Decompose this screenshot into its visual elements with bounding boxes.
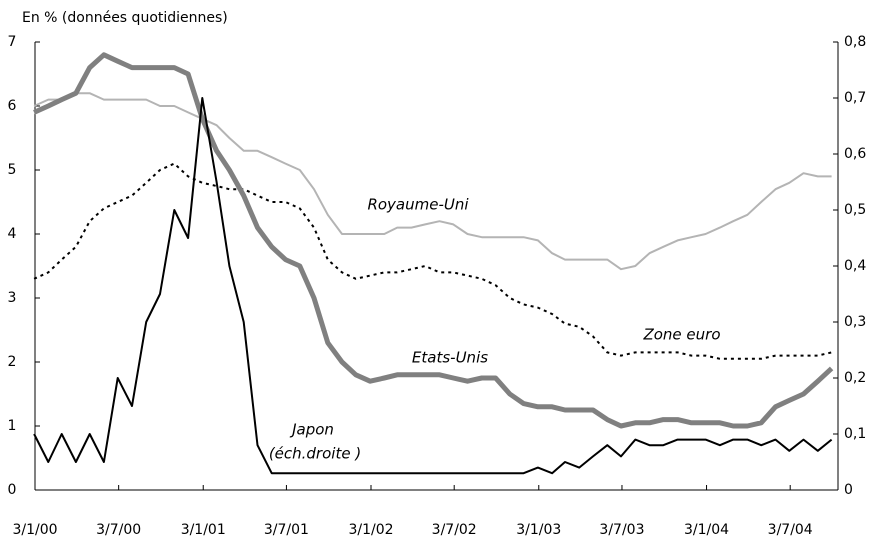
y-tick-label: 2 xyxy=(8,354,17,370)
x-tick-label: 3/7/04 xyxy=(768,522,813,538)
x-tick-label: 3/7/03 xyxy=(599,522,644,538)
y-tick-label: 6 xyxy=(8,98,17,114)
annotation: (éch.droite ) xyxy=(269,445,361,463)
x-tick-label: 3/7/01 xyxy=(264,522,309,538)
x-tick-label: 3/1/04 xyxy=(684,522,729,538)
series-label: Etats-Unis xyxy=(412,349,488,367)
y2-tick-label: 0,5 xyxy=(844,202,866,218)
series-line xyxy=(33,52,834,429)
x-tick-label: 3/7/02 xyxy=(432,522,477,538)
y2-tick-label: 0,6 xyxy=(844,146,866,162)
x-tick-label: 3/1/02 xyxy=(348,522,393,538)
y2-tick-label: 0,3 xyxy=(844,314,866,330)
x-tick-label: 3/1/00 xyxy=(12,522,57,538)
y-tick-label: 1 xyxy=(8,418,17,434)
series-line xyxy=(33,97,833,475)
chart-title: En % (données quotidiennes) xyxy=(22,10,228,26)
series-line xyxy=(33,162,832,360)
y2-tick-label: 0,1 xyxy=(844,426,866,442)
y-tick-label: 7 xyxy=(8,34,17,50)
x-tick-label: 3/1/01 xyxy=(181,522,226,538)
series-label: Royaume-Uni xyxy=(367,196,469,214)
y-tick-label: 0 xyxy=(8,482,17,498)
y2-tick-label: 0,8 xyxy=(844,34,866,50)
y-tick-label: 4 xyxy=(8,226,17,242)
series-label: Zone euro xyxy=(642,326,720,344)
y2-tick-label: 0,2 xyxy=(844,370,866,386)
y-tick-label: 5 xyxy=(8,162,17,178)
y2-tick-label: 0,7 xyxy=(844,90,866,106)
x-tick-label: 3/1/03 xyxy=(516,522,561,538)
y2-tick-label: 0,4 xyxy=(844,258,866,274)
series-label: Japon xyxy=(289,421,334,439)
y-tick-label: 3 xyxy=(8,290,17,306)
y2-tick-label: 0 xyxy=(844,482,853,498)
x-tick-label: 3/7/00 xyxy=(96,522,141,538)
series-line xyxy=(33,92,832,271)
